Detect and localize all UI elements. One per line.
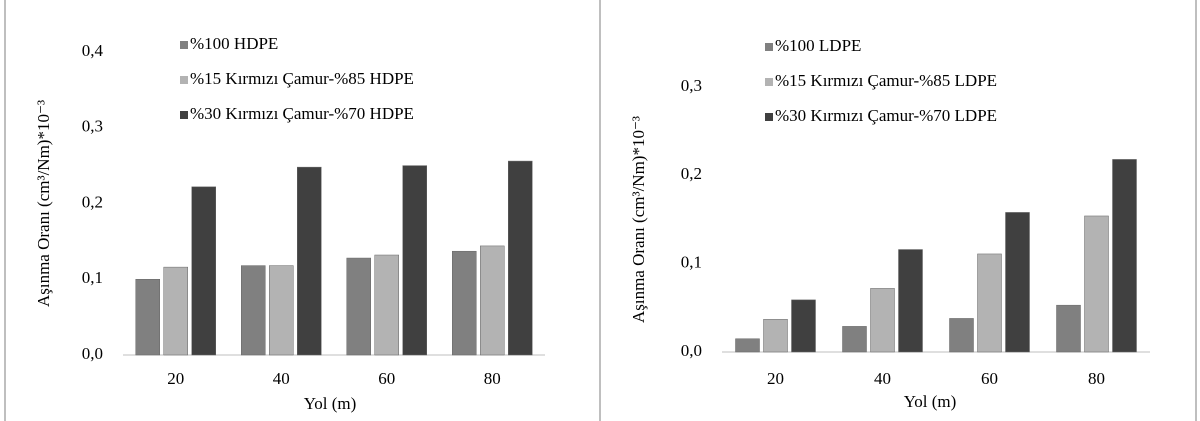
x-tick-label: 40 (273, 369, 290, 388)
bar (374, 254, 399, 356)
bar (163, 266, 188, 356)
y-tick-label: 0,0 (681, 341, 702, 360)
bar (870, 288, 895, 353)
bar (1112, 159, 1137, 353)
y-tick-label: 0,3 (681, 76, 702, 95)
legend-swatch (180, 111, 188, 119)
bar (452, 250, 477, 356)
legend-label: %30 Kırmızı Çamur-%70 LDPE (775, 106, 997, 125)
bar (191, 186, 216, 356)
x-axis-label: Yol (m) (904, 392, 957, 411)
legend-swatch (765, 78, 773, 86)
y-tick-label: 0,2 (681, 164, 702, 183)
y-axis-label: Aşınma Oranı (cm³/Nm)*10⁻³ (629, 116, 648, 323)
y-axis-label: Aşınma Oranı (cm³/Nm)*10⁻³ (34, 100, 53, 307)
legend-swatch (765, 113, 773, 121)
bar (763, 319, 788, 353)
bar (508, 160, 533, 356)
bar (346, 257, 371, 356)
bar (735, 338, 760, 353)
bar (241, 265, 266, 356)
bar (135, 279, 160, 356)
x-tick-label: 60 (378, 369, 395, 388)
bar (480, 245, 505, 356)
x-tick-label: 80 (484, 369, 501, 388)
bar (949, 318, 974, 353)
x-tick-label: 20 (767, 369, 784, 388)
y-tick-label: 0,1 (82, 268, 103, 287)
legend-swatch (180, 41, 188, 49)
legend-label: %30 Kırmızı Çamur-%70 HDPE (190, 104, 414, 123)
bar (402, 165, 427, 356)
x-tick-label: 60 (981, 369, 998, 388)
bar (977, 253, 1002, 353)
y-tick-label: 0,4 (82, 41, 104, 60)
legend-label: %15 Kırmızı Çamur-%85 LDPE (775, 71, 997, 90)
y-tick-label: 0,0 (82, 344, 103, 363)
x-axis-label: Yol (m) (304, 394, 357, 413)
x-tick-label: 80 (1088, 369, 1105, 388)
x-tick-label: 40 (874, 369, 891, 388)
y-tick-label: 0,1 (681, 253, 702, 272)
legend-label: %100 HDPE (190, 34, 278, 53)
legend-label: %100 LDPE (775, 36, 861, 55)
bar (842, 326, 867, 353)
bar (1056, 304, 1081, 353)
y-tick-label: 0,2 (82, 192, 103, 211)
legend-label: %15 Kırmızı Çamur-%85 HDPE (190, 69, 414, 88)
bar (1084, 215, 1109, 353)
bar (791, 299, 816, 353)
bar (1005, 212, 1030, 353)
bar (898, 249, 923, 353)
x-tick-label: 20 (167, 369, 184, 388)
bar (269, 265, 294, 356)
legend-swatch (765, 43, 773, 51)
y-tick-label: 0,3 (82, 117, 103, 136)
bar (297, 166, 322, 356)
legend-swatch (180, 76, 188, 84)
